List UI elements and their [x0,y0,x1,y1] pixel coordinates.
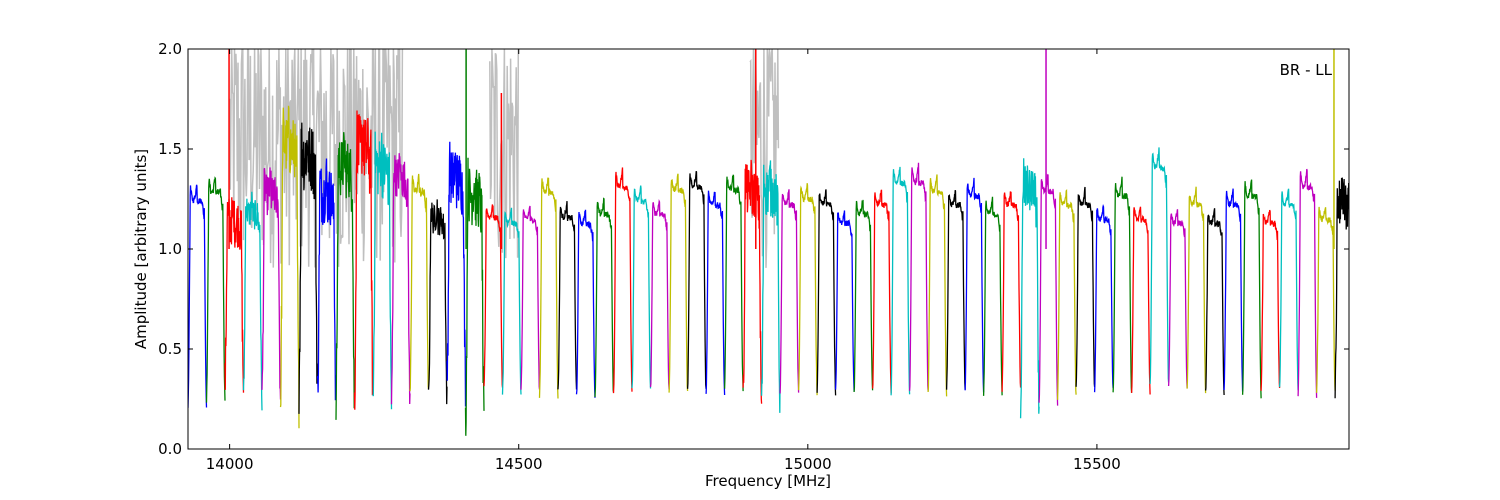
band-series-52 [1149,147,1170,384]
band-series-47 [1056,189,1077,400]
band-series-32 [779,189,800,394]
band-series-9 [353,110,374,410]
band-series-43 [982,196,1003,396]
band-series-34 [816,189,837,396]
band-series-14 [446,141,467,407]
band-series-10 [372,131,393,410]
band-series-61 [1315,206,1336,393]
band-series-53 [1167,209,1188,389]
band-series-49 [1093,204,1114,393]
y-tick-label-0: 0.0 [158,440,182,458]
x-ticks: 14000 14500 15000 15500 [206,49,1121,473]
band-series-56 [1223,188,1244,392]
band-series-30 [742,159,763,404]
band-series-45 [1019,158,1040,419]
band-series-55 [1204,208,1225,396]
band-series-57 [1241,179,1262,399]
background-series-1 [489,49,520,259]
band-series-28 [705,190,726,396]
band-series-0 [188,184,208,408]
band-series-39 [908,162,929,391]
plot-series-layer [188,49,1349,436]
band-series-41 [945,189,966,390]
band-series-62 [1334,177,1349,399]
band-series-8 [335,132,356,420]
band-series-54 [1186,186,1207,394]
band-series-51 [1130,206,1151,395]
band-series-27 [686,170,707,389]
y-tick-label-2: 1.0 [158,240,182,258]
band-series-17 [501,207,522,395]
band-series-24 [631,185,652,389]
band-series-1 [205,176,226,403]
band-series-20 [557,201,578,390]
y-ticks: 0.0 0.5 1.0 1.5 2.0 [158,40,1349,458]
band-series-59 [1278,188,1299,391]
band-series-6 [298,122,319,414]
x-tick-label-1: 14500 [495,455,543,473]
band-series-13 [427,199,448,405]
band-series-58 [1260,209,1281,391]
background-series-2 [749,49,780,268]
band-series-60 [1297,168,1318,398]
x-tick-label-3: 15500 [1073,455,1121,473]
band-series-3 [242,191,263,411]
band-series-5 [279,105,300,429]
y-axis-label: Amplitude [arbitrary units] [132,149,150,349]
band-series-2 [224,197,245,393]
y-tick-label-1: 0.5 [158,340,182,358]
band-series-22 [594,197,615,398]
band-series-46 [1038,173,1059,406]
band-series-18 [520,205,541,390]
band-series-12 [409,173,430,392]
band-series-31 [760,160,781,413]
band-series-21 [575,209,596,398]
x-tick-label-0: 14000 [206,455,254,473]
band-series-11 [390,153,411,405]
band-series-29 [723,174,744,392]
band-series-44 [1001,191,1022,392]
y-tick-label-4: 2.0 [158,40,182,58]
band-series-16 [483,204,504,388]
band-series-36 [853,199,874,393]
band-series-40 [927,174,948,397]
band-series-19 [538,177,559,399]
annotation-label: BR - LL [1280,61,1333,79]
band-series-42 [964,177,985,393]
band-series-38 [890,166,911,396]
band-series-35 [834,210,855,392]
band-series-7 [316,158,337,401]
band-series-37 [871,189,892,394]
y-tick-label-3: 1.5 [158,140,182,158]
band-series-50 [1112,176,1133,393]
x-tick-label-2: 15000 [784,455,832,473]
band-series-23 [612,167,633,394]
x-axis-label: Frequency [MHz] [705,472,831,490]
band-series-26 [668,173,689,393]
band-series-15 [464,157,485,436]
band-series-48 [1075,186,1096,388]
band-series-33 [797,183,818,396]
band-series-4 [261,167,282,400]
band-series-25 [649,199,670,390]
